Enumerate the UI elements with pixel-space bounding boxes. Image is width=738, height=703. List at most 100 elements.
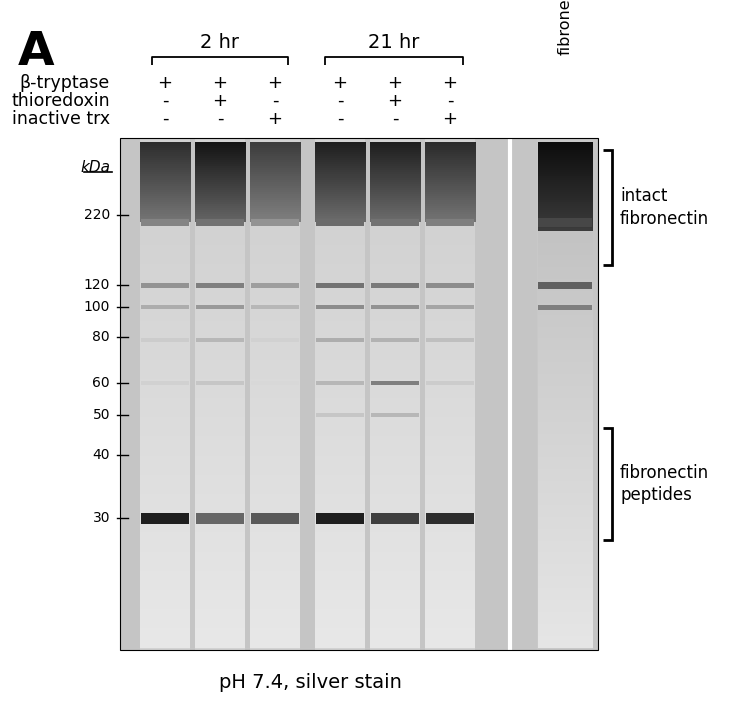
Bar: [140, 460, 190, 462]
Bar: [425, 605, 475, 606]
Bar: [314, 220, 365, 222]
Bar: [195, 304, 245, 306]
Bar: [537, 347, 593, 348]
Bar: [371, 381, 419, 385]
Bar: [425, 347, 475, 348]
Text: +: +: [267, 74, 283, 92]
Bar: [315, 231, 365, 233]
Bar: [315, 548, 365, 550]
Bar: [537, 333, 593, 334]
Bar: [315, 608, 365, 610]
Bar: [195, 560, 245, 562]
Bar: [370, 640, 420, 642]
Bar: [425, 583, 475, 585]
Bar: [315, 453, 365, 455]
Bar: [140, 446, 190, 448]
Bar: [370, 447, 420, 449]
Bar: [314, 162, 365, 164]
Bar: [315, 295, 365, 297]
Text: 220: 220: [83, 208, 110, 222]
Bar: [315, 272, 365, 273]
Bar: [195, 631, 245, 632]
Bar: [424, 162, 475, 164]
Bar: [140, 298, 190, 299]
Bar: [537, 192, 593, 194]
Bar: [537, 297, 593, 299]
Bar: [139, 200, 190, 202]
Bar: [425, 425, 475, 427]
Bar: [537, 363, 593, 365]
Text: kDa: kDa: [80, 160, 110, 176]
Bar: [315, 310, 365, 311]
Bar: [195, 404, 245, 405]
Bar: [537, 414, 593, 415]
Bar: [195, 226, 245, 228]
Bar: [250, 392, 300, 393]
Bar: [140, 498, 190, 500]
Bar: [315, 269, 365, 271]
Bar: [537, 362, 593, 363]
Bar: [425, 454, 475, 456]
Bar: [250, 407, 300, 408]
Bar: [140, 492, 190, 494]
Bar: [425, 549, 475, 550]
Bar: [315, 460, 365, 462]
Bar: [425, 300, 475, 302]
Bar: [140, 262, 190, 263]
Text: intact
fibronectin: intact fibronectin: [620, 188, 709, 228]
Bar: [140, 290, 190, 292]
Bar: [140, 435, 190, 437]
Bar: [537, 605, 593, 606]
Bar: [537, 640, 593, 642]
Bar: [140, 513, 190, 515]
Bar: [314, 198, 365, 200]
Bar: [370, 400, 420, 401]
Bar: [195, 447, 245, 449]
Bar: [315, 527, 365, 528]
Bar: [424, 196, 475, 198]
Bar: [195, 572, 245, 574]
Bar: [425, 336, 475, 337]
Bar: [195, 539, 245, 541]
Bar: [425, 285, 475, 287]
Bar: [195, 525, 245, 527]
Bar: [537, 366, 593, 368]
Bar: [250, 318, 300, 320]
Bar: [250, 456, 300, 458]
Bar: [425, 560, 475, 562]
Bar: [537, 472, 593, 474]
Bar: [195, 349, 245, 351]
Bar: [315, 553, 365, 555]
Bar: [370, 378, 420, 379]
Bar: [250, 295, 300, 296]
Bar: [537, 407, 593, 408]
Bar: [425, 250, 475, 252]
Bar: [140, 491, 190, 493]
Bar: [250, 370, 300, 372]
Bar: [249, 198, 300, 200]
Bar: [139, 216, 190, 218]
Bar: [250, 572, 300, 574]
Bar: [537, 194, 593, 196]
Bar: [370, 553, 420, 554]
Bar: [140, 281, 190, 283]
Bar: [315, 440, 365, 441]
Bar: [425, 426, 475, 427]
Bar: [537, 160, 593, 162]
Bar: [537, 475, 593, 477]
Bar: [425, 465, 475, 467]
Bar: [370, 639, 420, 640]
Bar: [370, 160, 421, 162]
Bar: [537, 620, 593, 621]
Bar: [195, 260, 245, 262]
Bar: [140, 567, 190, 569]
Bar: [370, 295, 420, 296]
Text: thioredoxin: thioredoxin: [11, 92, 110, 110]
Bar: [425, 415, 475, 417]
Bar: [424, 208, 475, 210]
Bar: [315, 505, 365, 507]
Bar: [424, 152, 475, 154]
Bar: [370, 158, 421, 160]
Bar: [425, 568, 475, 569]
Bar: [370, 612, 420, 614]
